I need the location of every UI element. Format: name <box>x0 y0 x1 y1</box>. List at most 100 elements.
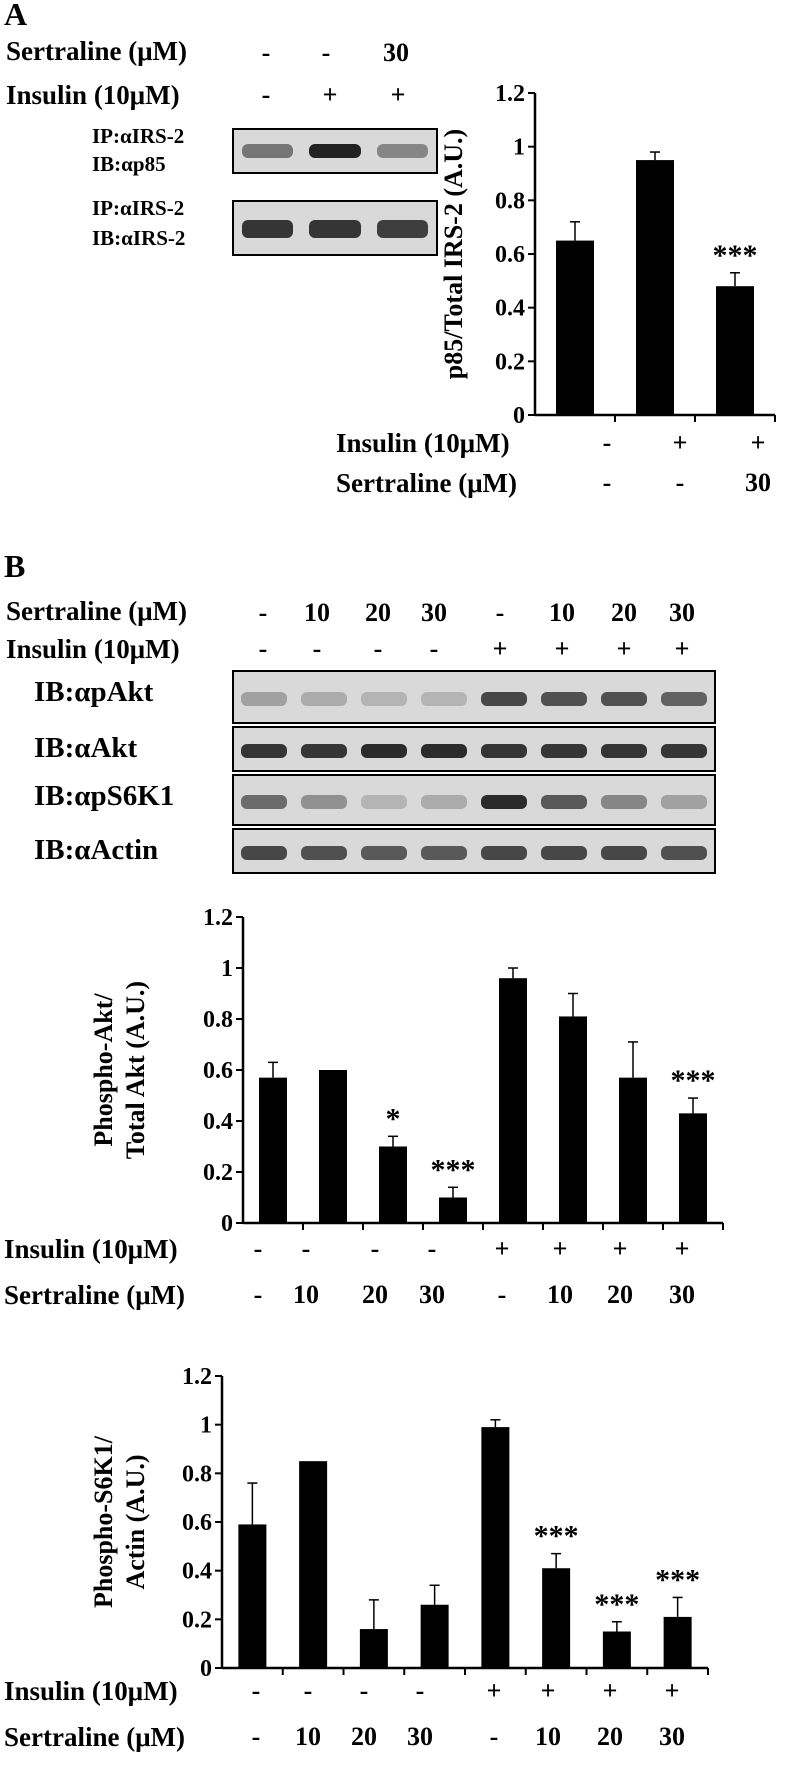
y-tick-label: 0 <box>200 1656 212 1680</box>
condition-value: - <box>675 468 685 497</box>
panel-b-blot-insulin-label: Insulin (10μM) <box>6 634 180 664</box>
condition-value: - <box>497 1280 507 1309</box>
panel-b-chart1-sertraline-label: Sertraline (μM) <box>4 1280 185 1310</box>
y-tick-label: 0 <box>221 1211 233 1237</box>
condition-value: 30 <box>407 1722 433 1751</box>
condition-value: 20 <box>597 1722 623 1751</box>
bar <box>556 240 594 415</box>
condition-value: - <box>359 1676 369 1705</box>
panel-a-strip1-label-1: IP:αIRS-2 <box>92 124 185 148</box>
y-tick-label: 1 <box>221 956 233 982</box>
condition-value: - <box>312 634 322 663</box>
condition-value: 30 <box>659 1722 685 1751</box>
condition-value: - <box>495 598 505 627</box>
condition-value: - <box>253 1234 263 1263</box>
bar <box>499 978 527 1223</box>
condition-value: - <box>602 468 612 497</box>
panel-a-strip2-label-1: IP:αIRS-2 <box>92 196 185 220</box>
condition-value: 20 <box>611 598 637 627</box>
blot-band <box>601 744 647 758</box>
y-tick-label: 0.4 <box>495 296 525 322</box>
panel-a-chart-sertraline-values: - - 30 <box>0 468 800 504</box>
panel-a-strip2-label-2: IB:αIRS-2 <box>92 226 186 250</box>
panel-a-blot-insulin-label: Insulin (10μM) <box>6 80 180 110</box>
panel-a-blot-strip1 <box>232 128 438 174</box>
blot-band <box>309 220 361 238</box>
panel-b-chart1-insulin-label: Insulin (10μM) <box>4 1234 178 1264</box>
condition-value: + <box>540 1676 556 1705</box>
blot-band <box>481 692 527 706</box>
blot-band <box>481 744 527 758</box>
significance-label: * <box>386 1102 401 1135</box>
y-tick-label: 0 <box>513 403 525 429</box>
condition-value: 10 <box>547 1280 573 1309</box>
blot-band <box>541 795 587 809</box>
condition-value: 30 <box>669 598 695 627</box>
condition-value: + <box>492 634 508 663</box>
bar <box>663 1616 692 1668</box>
bar <box>238 1524 267 1668</box>
blot-strip-label: IB:αAkt <box>34 732 138 764</box>
blot-band <box>241 846 287 860</box>
panel-b-chart2-insulin-label: Insulin (10μM) <box>4 1676 178 1706</box>
condition-value: 30 <box>669 1280 695 1309</box>
significance-label: *** <box>431 1153 476 1186</box>
bar <box>439 1197 467 1223</box>
bar <box>420 1604 449 1668</box>
condition-value: + <box>672 428 688 457</box>
condition-value: + <box>322 80 338 109</box>
blot-band <box>241 692 287 706</box>
blot-band <box>361 744 407 758</box>
y-axis-label: Total Akt (A.U.) <box>121 981 150 1159</box>
blot-strip <box>232 670 716 724</box>
bar <box>259 1077 287 1223</box>
condition-value: 30 <box>383 38 409 67</box>
y-axis-label: Phospho-Akt/ <box>89 993 118 1147</box>
blot-band <box>301 795 347 809</box>
condition-value: + <box>674 1234 690 1263</box>
y-tick-label: 0.4 <box>182 1559 212 1585</box>
condition-value: 20 <box>362 1280 388 1309</box>
condition-value: + <box>612 1234 628 1263</box>
condition-value: - <box>261 80 271 109</box>
blot-band <box>421 744 467 758</box>
bar <box>379 1146 407 1223</box>
panel-a-chart: 0 0.2 0.4 0.6 0.8 1 1.2 p85/Total IRS-2 (A.U.) *… <box>440 81 776 429</box>
blot-band <box>601 795 647 809</box>
panel-b-letter: B <box>4 548 26 584</box>
significance-label: *** <box>671 1064 716 1097</box>
condition-value: 10 <box>295 1722 321 1751</box>
blot-band <box>376 220 428 238</box>
y-tick-label: 0.8 <box>182 1461 212 1487</box>
blot-band <box>361 846 407 860</box>
blot-band <box>481 846 527 860</box>
condition-value: 20 <box>607 1280 633 1309</box>
bar <box>359 1629 388 1668</box>
significance-label: *** <box>594 1588 639 1621</box>
blot-band <box>361 795 407 809</box>
condition-value: 20 <box>365 598 391 627</box>
condition-value: 30 <box>421 598 447 627</box>
condition-value: - <box>321 38 331 67</box>
y-tick-label: 1.2 <box>182 1364 212 1390</box>
condition-value: 30 <box>419 1280 445 1309</box>
panel-a-blot-sertraline-values: - - 30 <box>0 38 500 74</box>
y-tick-label: 0.2 <box>203 1160 233 1186</box>
condition-value: - <box>415 1676 425 1705</box>
blot-strip-label: IB:αpS6K1 <box>34 780 175 812</box>
panel-b-chart1-insulin-values: - - - - + + + + <box>0 1234 800 1270</box>
blot-band <box>241 744 287 758</box>
blot-band <box>661 846 707 860</box>
condition-value: - <box>261 38 271 67</box>
panel-a-chart-insulin-values: - + + <box>0 428 800 464</box>
panel-a-blot-strip2 <box>232 200 438 256</box>
panel-a-strip1-label-2: IB:αp85 <box>92 152 166 176</box>
y-tick-label: 1 <box>200 1413 212 1439</box>
condition-value: - <box>251 1676 261 1705</box>
y-tick-label: 0.6 <box>495 242 525 268</box>
panel-a-blot-sertraline-label: Sertraline (μM) <box>6 36 187 66</box>
blot-strip <box>232 828 716 874</box>
bar <box>481 1427 510 1668</box>
panel-b-chart2-insulin-values: - - - - + + + + <box>0 1676 800 1712</box>
bar <box>319 1070 347 1223</box>
